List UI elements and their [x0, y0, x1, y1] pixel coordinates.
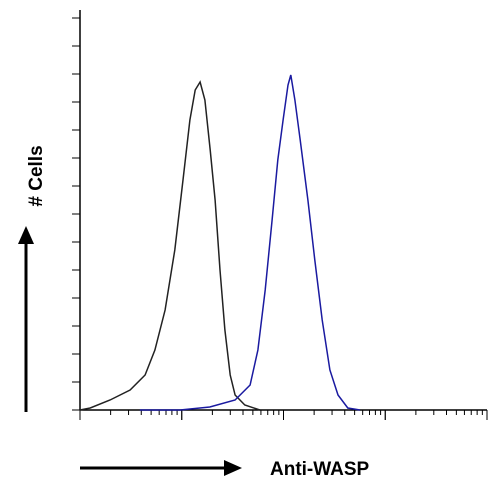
x-arrow-head	[224, 460, 242, 476]
axis-ticks	[72, 17, 488, 420]
histogram-line	[139, 74, 361, 411]
y-arrow-head	[18, 226, 34, 244]
histogram-line	[79, 80, 261, 411]
y-axis-label: # Cells	[26, 145, 47, 206]
x-axis-label: Anti-WASP	[270, 459, 370, 480]
